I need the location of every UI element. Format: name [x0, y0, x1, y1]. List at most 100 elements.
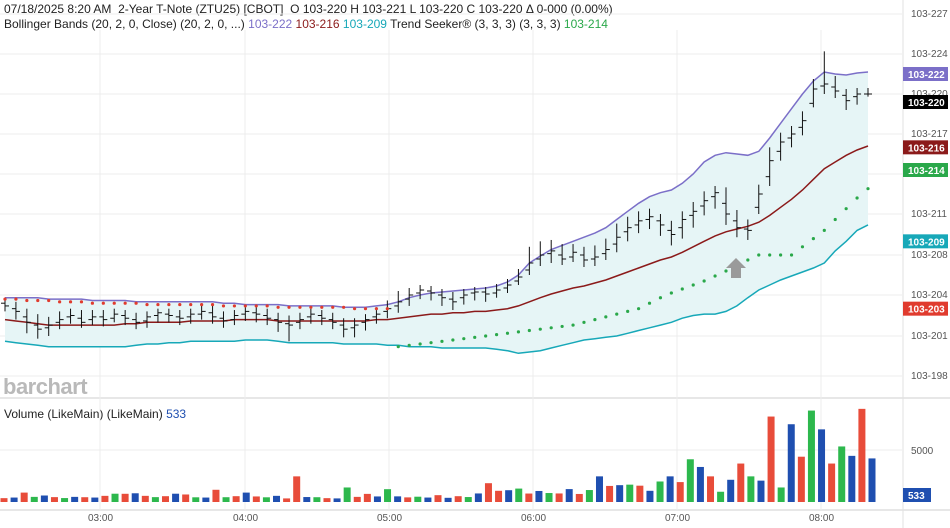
trend-seeker-dot [626, 309, 630, 313]
volume-bar [616, 485, 624, 502]
volume-bar [384, 489, 392, 502]
trend-seeker-dot [615, 312, 619, 316]
price-tick-label: 103-224 [911, 49, 948, 60]
trend-seeker-dot [789, 253, 794, 257]
trend-seeker-dot [167, 302, 171, 307]
trend-seeker-dot [779, 253, 783, 257]
bb-upper-line [5, 71, 869, 309]
trend-seeker-dot [724, 269, 728, 273]
price-badge-label: 103-222 [908, 70, 945, 81]
volume-bar [262, 497, 270, 502]
trend-seeker-dot [582, 320, 586, 324]
trend-seeker-dot [342, 305, 346, 309]
volume-bar [454, 496, 462, 502]
price-tick-label: 103-227 [911, 9, 948, 20]
trend-seeker-dot [593, 318, 597, 322]
trend-seeker-dot [352, 307, 357, 311]
volume-label[interactable]: Volume (LikeMain) (LikeMain) [4, 407, 163, 421]
trend-seeker-dot [276, 305, 280, 309]
header-instrument: 2-Year T-Note (ZTU25) [CBOT] [118, 2, 284, 16]
volume-bar [192, 497, 200, 502]
volume-bar [747, 476, 755, 502]
volume-bar [222, 497, 230, 502]
volume-bar [495, 490, 503, 502]
trend-seeker-dot [418, 342, 422, 346]
volume-bar [273, 495, 281, 502]
trend-seeker-dot [134, 301, 138, 305]
volume-bar [636, 485, 644, 502]
price-tick-label: 103-208 [911, 250, 948, 261]
trend-seeker-dot [90, 301, 94, 305]
price-tick-label: 103-201 [911, 331, 948, 342]
volume-bar [535, 490, 543, 502]
volume-bar [565, 489, 573, 502]
volume-bar [151, 497, 159, 502]
volume-bar [182, 494, 190, 502]
trend-seeker-dot [713, 274, 717, 278]
volume-header: Volume (LikeMain) (LikeMain) 533 [4, 407, 186, 421]
time-tick-label: 08:00 [809, 513, 834, 524]
volume-bar [50, 497, 58, 502]
trend-seeker-dot [309, 305, 313, 309]
volume-bar [555, 493, 563, 502]
time-tick-label: 05:00 [377, 513, 402, 524]
trend-seeker-dot [385, 307, 389, 311]
volume-bar [242, 492, 250, 502]
header-ohlc: O 103-220 H 103-221 L 103-220 C 103-220 … [290, 2, 613, 16]
trend-seeker-dot [145, 302, 149, 307]
trend-seeker-dot [200, 302, 204, 307]
header-bb-label[interactable]: Bollinger Bands (20, 2, 0, Close) (20, 2… [4, 17, 245, 31]
trend-seeker-dot [462, 337, 466, 341]
volume-bar [848, 455, 856, 502]
volume-bar [424, 497, 432, 502]
volume-bar [363, 493, 371, 502]
trend-seeker-dot [68, 300, 73, 304]
volume-bar [464, 497, 472, 502]
volume-bar [727, 479, 735, 502]
volume-bar [545, 493, 553, 502]
volume-badge [903, 488, 931, 502]
volume-bar [404, 497, 412, 502]
trend-seeker-dot [178, 302, 182, 307]
volume-bar [505, 490, 513, 502]
header-ts-label[interactable]: Trend Seeker® (3, 3, 3) (3, 3, 3) [390, 17, 561, 31]
trend-seeker-dot [811, 237, 815, 241]
trend-seeker-dot [560, 324, 564, 329]
price-badge-label: 103-214 [908, 166, 945, 177]
trend-seeker-dot [243, 304, 247, 308]
volume-bar [343, 487, 351, 502]
volume-bar [474, 493, 482, 502]
volume-bar [373, 496, 381, 502]
header-date-time: 07/18/2025 8:20 AM [4, 2, 112, 16]
volume-bar [333, 498, 341, 502]
volume-bar [575, 493, 583, 502]
volume-bar [111, 493, 119, 502]
trend-seeker-dot [210, 302, 215, 307]
trend-seeker-dot [680, 287, 684, 291]
trend-seeker-dot [396, 345, 400, 349]
bb-mid-line [4, 145, 869, 326]
volume-bar [30, 496, 38, 502]
volume-bar [20, 492, 28, 502]
trend-seeker-dot [221, 304, 226, 308]
price-tick-label: 103-211 [911, 209, 947, 220]
trend-seeker-dot [320, 305, 324, 309]
header-ts-value: 103-214 [563, 17, 608, 31]
trend-seeker-dot [331, 305, 335, 309]
trend-seeker-dot [47, 298, 51, 303]
trend-seeker-dot [505, 331, 510, 335]
trend-seeker-dot [833, 217, 837, 222]
trend-seeker-dot [658, 296, 663, 300]
trend-seeker-dot [636, 307, 641, 311]
volume-bar [131, 493, 139, 502]
trend-seeker-dot [287, 305, 291, 309]
volume-value: 533 [166, 407, 187, 421]
volume-bar [172, 493, 180, 502]
trend-seeker-dot [822, 228, 826, 232]
header-bb-mid: 103-216 [295, 17, 340, 31]
trend-seeker-dot [800, 245, 805, 249]
volume-bar [858, 408, 866, 502]
trend-seeker-dot [25, 298, 29, 303]
trend-seeker-dot [757, 253, 761, 257]
